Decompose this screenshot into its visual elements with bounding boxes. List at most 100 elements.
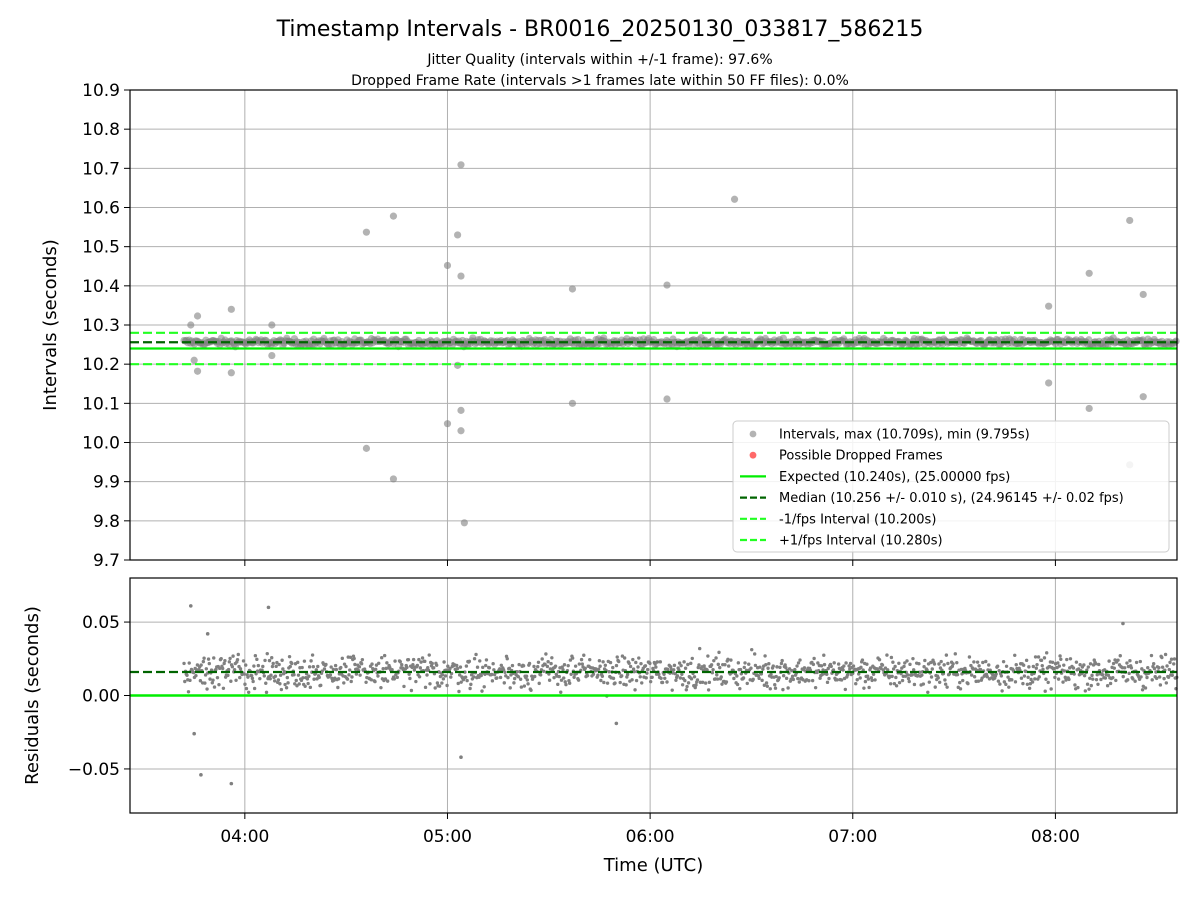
residual-point xyxy=(203,673,208,677)
residuals-y-axis-label: Residuals (seconds) xyxy=(22,606,43,785)
residual-point xyxy=(726,664,731,668)
residual-point xyxy=(545,664,550,669)
residual-point xyxy=(1138,659,1143,664)
residual-point xyxy=(253,654,258,658)
residual-point xyxy=(747,662,751,666)
residual-point xyxy=(897,680,902,685)
residual-point xyxy=(550,656,554,660)
residual-point xyxy=(614,663,619,668)
x-axis-label: Time (UTC) xyxy=(603,855,704,876)
residual-point xyxy=(1160,665,1165,669)
residual-point xyxy=(1056,661,1060,665)
residual-point xyxy=(286,681,290,685)
residual-point xyxy=(1106,673,1111,677)
residual-point xyxy=(696,665,700,670)
residual-point xyxy=(766,666,770,670)
residual-point xyxy=(398,660,402,664)
residual-point xyxy=(202,656,206,660)
residual-point xyxy=(301,676,305,680)
residual-point xyxy=(307,665,312,669)
residual-point xyxy=(559,690,563,694)
residual-point xyxy=(1053,675,1057,680)
residual-point xyxy=(411,663,415,667)
residual-point xyxy=(858,676,862,680)
residual-point xyxy=(400,662,404,667)
residual-point xyxy=(533,674,537,679)
residual-point xyxy=(1157,675,1162,679)
residual-point xyxy=(1035,662,1039,667)
residual-point xyxy=(320,669,324,673)
residual-point xyxy=(310,653,315,657)
residual-point xyxy=(182,661,186,666)
residual-point xyxy=(596,673,600,677)
residual-point xyxy=(244,663,248,667)
residual-point xyxy=(342,681,346,685)
residual-point xyxy=(902,664,906,669)
residual-point xyxy=(1095,672,1099,677)
residual-point xyxy=(836,662,841,666)
residual-point xyxy=(1149,653,1154,658)
residual-point xyxy=(1145,675,1149,680)
residual-point xyxy=(870,678,874,683)
residual-point xyxy=(771,664,775,668)
residual-point xyxy=(478,659,482,663)
residual-point xyxy=(1078,663,1082,667)
residual-point xyxy=(862,686,866,690)
interval-point-outlier xyxy=(457,161,465,169)
residual-point xyxy=(672,663,677,668)
residual-point xyxy=(236,652,240,657)
intervals-panel: 9.7 9.8 9.9 10.0 10.1 10.2 10.3 10.4 10.5 10.6 10.… xyxy=(40,81,1180,571)
intervals-y-tick-label: 9.9 xyxy=(93,473,120,493)
residual-point xyxy=(767,662,771,666)
residual-point xyxy=(1004,664,1009,668)
residual-point xyxy=(905,659,909,663)
residual-point xyxy=(627,661,631,665)
residuals-x-ticks: 04:00 05:00 06:00 07:00 08:00 xyxy=(220,813,1080,847)
residual-point xyxy=(241,659,246,663)
residual-point xyxy=(263,658,267,663)
interval-point-outlier xyxy=(663,395,671,403)
chart-title: Timestamp Intervals - BR0016_20250130_03… xyxy=(276,17,924,42)
residual-point xyxy=(735,674,739,678)
residual-point xyxy=(1083,689,1088,693)
residual-point xyxy=(702,664,706,668)
interval-point-outlier xyxy=(454,231,462,239)
residual-point xyxy=(1064,678,1068,682)
residual-point xyxy=(752,652,757,656)
residual-point xyxy=(764,663,768,667)
residual-point xyxy=(978,667,983,672)
residual-point xyxy=(430,661,434,666)
residual-point xyxy=(617,659,621,664)
residual-point xyxy=(732,676,736,681)
residual-point-outlier xyxy=(1121,621,1125,626)
residual-point xyxy=(411,657,416,662)
residual-point xyxy=(946,661,950,666)
residual-point xyxy=(484,658,489,662)
residual-point xyxy=(408,676,412,681)
residual-point xyxy=(911,668,916,672)
residual-point xyxy=(798,658,802,662)
residual-point xyxy=(458,673,462,677)
residual-point xyxy=(866,677,871,681)
residual-point xyxy=(251,679,255,684)
residual-point xyxy=(230,665,235,669)
residual-point xyxy=(749,666,753,670)
residual-point xyxy=(249,673,254,678)
residual-point xyxy=(877,658,882,662)
residual-point xyxy=(724,680,729,684)
residual-point xyxy=(572,675,576,679)
residual-point xyxy=(246,675,250,679)
residual-point xyxy=(888,682,893,686)
residual-point xyxy=(567,681,572,685)
residual-point xyxy=(573,664,578,668)
residual-point xyxy=(440,673,445,677)
residual-point xyxy=(299,678,304,683)
residual-point-outlier xyxy=(188,604,193,608)
residual-point xyxy=(331,667,336,672)
residual-point xyxy=(272,679,277,683)
residual-point xyxy=(786,686,790,690)
residual-point xyxy=(780,658,784,663)
residual-point xyxy=(319,683,323,688)
residual-point xyxy=(678,676,683,680)
